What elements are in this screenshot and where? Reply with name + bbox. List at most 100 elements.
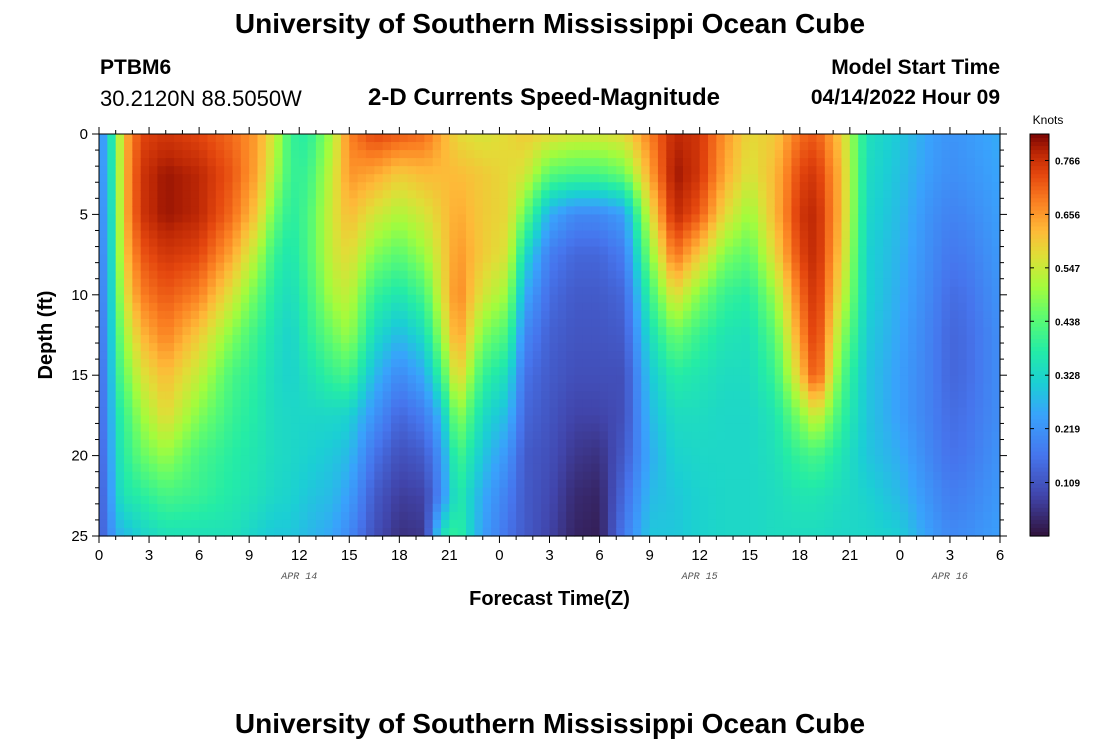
heatmap-cell [124, 407, 133, 416]
heatmap-cell [207, 318, 217, 328]
heatmap-cell [224, 166, 234, 175]
heatmap-cell [399, 286, 409, 296]
heatmap-cell [758, 214, 767, 224]
heatmap-cell [799, 375, 809, 384]
heatmap-cell [149, 262, 158, 272]
heatmap-cell [708, 479, 717, 489]
heatmap-cell [766, 359, 776, 368]
heatmap-cell [416, 423, 425, 433]
heatmap-cell [808, 326, 818, 336]
heatmap-cell [883, 383, 893, 392]
heatmap-cell [115, 286, 125, 296]
heatmap-cell [666, 286, 676, 296]
heatmap-cell [874, 198, 884, 207]
heatmap-cell [641, 415, 651, 425]
heatmap-cell [441, 182, 450, 191]
heatmap-cell [374, 343, 384, 352]
heatmap-cell [491, 270, 501, 280]
heatmap-cell [716, 182, 726, 191]
heatmap-cell [833, 511, 843, 521]
heatmap-cell [491, 343, 501, 352]
heatmap-cell [549, 519, 559, 529]
heatmap-cell [407, 262, 417, 272]
heatmap-cell [407, 206, 417, 215]
heatmap-cell [149, 367, 158, 376]
heatmap-cell [115, 519, 125, 529]
heatmap-cell [766, 222, 776, 232]
heatmap-cell [265, 423, 275, 433]
heatmap-cell [432, 391, 442, 400]
heatmap-cell [666, 399, 676, 408]
heatmap-cell [566, 294, 576, 304]
heatmap-cell [290, 310, 300, 320]
heatmap-cell [190, 423, 200, 433]
heatmap-cell [616, 158, 626, 167]
heatmap-cell [290, 134, 300, 143]
heatmap-cell [199, 431, 209, 441]
heatmap-cell [157, 294, 167, 304]
heatmap-cell [224, 262, 234, 272]
heatmap-cell [858, 367, 868, 376]
heatmap-cell [174, 246, 184, 256]
heatmap-cell [774, 246, 784, 256]
heatmap-cell [365, 326, 375, 336]
heatmap-cell [591, 166, 601, 175]
heatmap-cell [849, 198, 859, 207]
heatmap-cell [524, 351, 534, 360]
heatmap-cell [249, 214, 259, 224]
heatmap-cell [232, 286, 242, 296]
heatmap-cell [916, 407, 926, 416]
heatmap-cell [190, 294, 200, 304]
heatmap-cell [924, 335, 934, 344]
heatmap-cell [499, 222, 509, 232]
heatmap-cell [699, 270, 709, 280]
heatmap-cell [674, 166, 684, 175]
heatmap-cell [491, 407, 501, 416]
heatmap-cell [908, 270, 918, 280]
heatmap-cell [566, 150, 576, 159]
heatmap-cell [783, 310, 793, 320]
heatmap-cell [474, 326, 484, 336]
heatmap-cell [624, 335, 634, 344]
heatmap-cell [716, 262, 726, 272]
heatmap-cell [908, 150, 918, 159]
heatmap-cell [799, 383, 809, 392]
heatmap-cell [115, 294, 125, 304]
heatmap-cell [841, 503, 851, 513]
heatmap-cell [849, 439, 859, 449]
heatmap-cell [641, 503, 651, 513]
heatmap-cell [424, 495, 434, 505]
heatmap-cell [783, 302, 793, 312]
heatmap-cell [332, 471, 342, 481]
heatmap-cell [265, 222, 275, 232]
heatmap-cell [924, 383, 934, 392]
heatmap-cell [632, 519, 642, 529]
heatmap-cell [315, 495, 325, 505]
heatmap-cell [708, 310, 717, 320]
heatmap-cell [257, 471, 267, 481]
heatmap-cell [324, 222, 334, 232]
heatmap-cell [924, 318, 934, 328]
heatmap-cell [215, 455, 225, 465]
heatmap-cell [149, 246, 158, 256]
heatmap-cell [699, 527, 709, 537]
heatmap-cell [215, 190, 225, 199]
heatmap-cell [382, 238, 392, 248]
heatmap-cell [866, 407, 876, 416]
heatmap-cell [849, 503, 859, 513]
heatmap-cell [215, 431, 225, 441]
heatmap-cell [199, 246, 209, 256]
heatmap-cell [340, 383, 350, 392]
heatmap-cell [666, 471, 676, 481]
heatmap-cell [524, 399, 534, 408]
heatmap-cell [632, 407, 642, 416]
heatmap-cell [165, 270, 175, 280]
heatmap-cell [891, 463, 901, 473]
heatmap-cell [232, 206, 242, 215]
heatmap-cell [924, 174, 934, 183]
heatmap-cell [858, 238, 868, 248]
heatmap-cell [432, 278, 442, 288]
heatmap-cell [357, 310, 367, 320]
heatmap-cell [624, 222, 634, 232]
heatmap-cell [290, 246, 300, 256]
